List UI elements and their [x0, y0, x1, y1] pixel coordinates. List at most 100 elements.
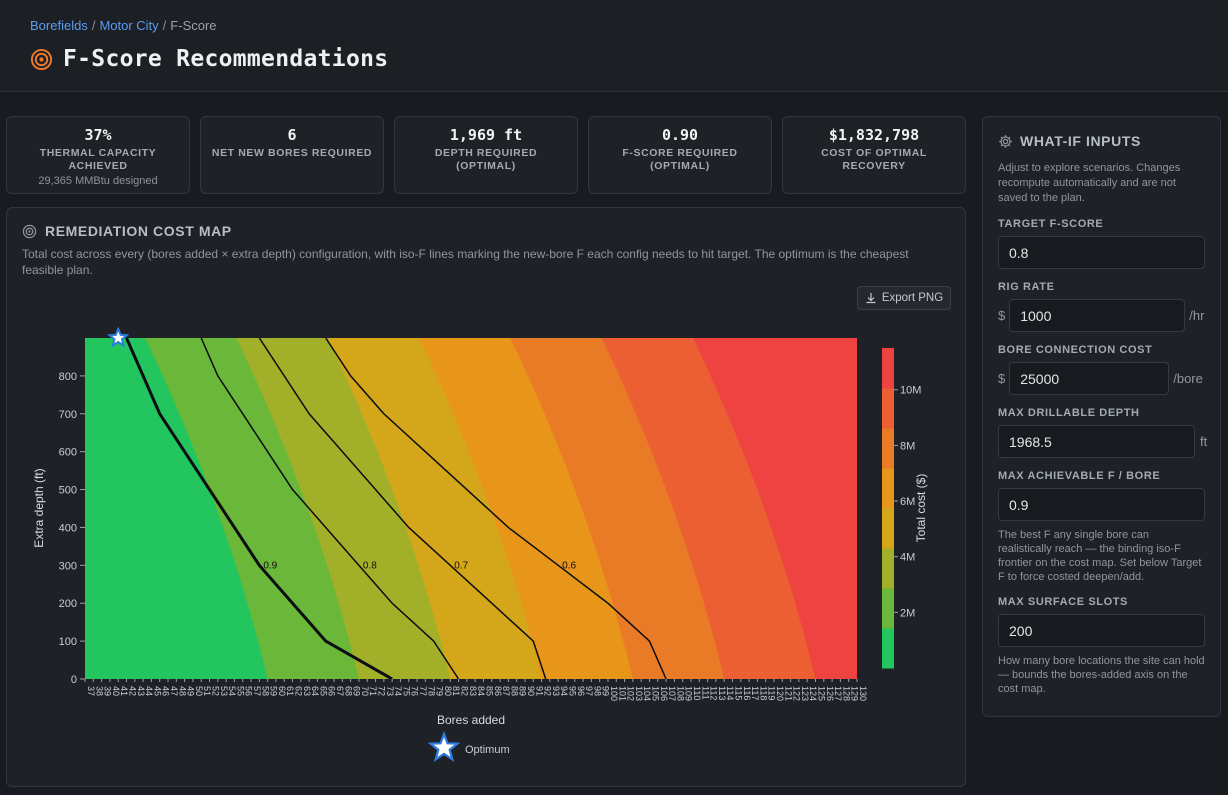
x-tick-label: 76	[410, 686, 420, 696]
colorbar-step	[882, 548, 894, 589]
x-tick-label: 79	[435, 686, 445, 696]
breadcrumb-link-borefields[interactable]: Borefields	[30, 18, 88, 33]
colorbar-step	[882, 348, 894, 389]
colorbar-label: Total cost ($)	[914, 474, 928, 543]
x-tick-label: 130	[858, 686, 868, 701]
x-tick-label: 120	[775, 686, 785, 701]
x-tick-label: 83	[468, 686, 478, 696]
bore-connection-cost-input[interactable]	[1009, 362, 1170, 395]
max-f-per-bore-label: MAX ACHIEVABLE F / BORE	[998, 470, 1161, 482]
x-tick-label: 80	[443, 686, 453, 696]
x-tick-label: 126	[825, 686, 835, 701]
x-tick-label: 102	[626, 686, 636, 701]
y-tick-label: 0	[71, 674, 77, 686]
y-tick-label: 700	[59, 409, 77, 421]
x-tick-label: 43	[136, 686, 146, 696]
cost-map-description: Total cost across every (bores added × e…	[22, 247, 909, 277]
export-png-button[interactable]: Export PNG	[857, 286, 951, 310]
max-drillable-depth-suffix: ft	[1200, 434, 1208, 449]
x-tick-label: 113	[717, 686, 727, 700]
colorbar-tick-label: 6M	[900, 496, 915, 508]
stat-value: 0.90	[661, 126, 699, 144]
stat-thermal-capacity: 37% THERMAL CAPACITY ACHIEVED 29,365 MMB…	[6, 116, 190, 194]
max-surface-slots-label: MAX SURFACE SLOTS	[998, 596, 1128, 608]
iso-f-label: 0.6	[562, 560, 576, 571]
x-tick-label: 106	[659, 686, 669, 701]
y-tick-label: 300	[59, 560, 77, 572]
x-tick-label: 121	[783, 686, 793, 701]
cost-bands	[85, 338, 857, 679]
x-tick-label: 88	[509, 686, 519, 696]
x-tick-label: 74	[393, 686, 403, 696]
y-tick-label: 100	[59, 636, 77, 648]
colorbar-step	[882, 388, 894, 429]
stat-label: COST OF OPTIMAL RECOVERY	[821, 147, 927, 172]
iso-f-label: 0.7	[454, 560, 468, 571]
x-tick-label: 84	[476, 686, 486, 696]
max-drillable-depth-input[interactable]	[998, 425, 1195, 458]
x-tick-label: 73	[385, 686, 395, 696]
x-tick-label: 75	[401, 686, 411, 696]
stat-depth-required: 1,969 ft DEPTH REQUIRED (OPTIMAL)	[394, 116, 578, 194]
x-tick-label: 118	[758, 686, 768, 700]
x-tick-label: 96	[576, 686, 586, 696]
gear-icon	[999, 134, 1012, 148]
x-tick-label: 62	[294, 686, 304, 696]
stat-net-new-bores: 6 NET NEW BORES REQUIRED	[200, 116, 384, 194]
stat-optimal-cost: $1,832,798 COST OF OPTIMAL RECOVERY	[782, 116, 966, 194]
colorbar-step	[882, 508, 894, 549]
x-tick-label: 65	[318, 686, 328, 696]
colorbar-step	[882, 468, 894, 509]
stat-value: 37%	[84, 126, 112, 144]
x-tick-label: 49	[186, 686, 196, 696]
x-tick-label: 116	[742, 686, 752, 700]
x-tick-label: 39	[103, 686, 113, 696]
x-tick-label: 94	[559, 686, 569, 696]
cost-map-title: REMEDIATION COST MAP	[22, 223, 232, 239]
rig-rate-prefix: $	[998, 308, 1006, 323]
x-tick-label: 54	[227, 686, 237, 696]
x-tick-label: 52	[211, 686, 221, 696]
colorbar-tick-label: 2M	[900, 607, 915, 619]
export-png-label: Export PNG	[881, 292, 944, 304]
x-tick-label: 50	[194, 686, 204, 696]
cost-map-title-text: REMEDIATION COST MAP	[45, 223, 232, 239]
cost-band	[85, 338, 268, 679]
x-tick-label: 51	[202, 686, 212, 696]
x-tick-label: 85	[484, 686, 494, 696]
bore-connection-cost-suffix: /bore	[1173, 371, 1203, 386]
y-tick-label: 500	[59, 485, 77, 497]
x-axis-label: Bores added	[437, 713, 505, 727]
iso-f-contours	[125, 338, 667, 679]
x-tick-label: 72	[377, 686, 387, 696]
x-tick-label: 112	[709, 686, 719, 700]
x-tick-label: 95	[567, 686, 577, 696]
rig-rate-input[interactable]	[1009, 299, 1186, 332]
what-if-panel: WHAT-IF INPUTS Adjust to explore scenari…	[982, 116, 1221, 717]
x-tick-label: 117	[750, 686, 760, 700]
x-tick-label: 38	[94, 686, 104, 696]
x-tick-label: 61	[285, 686, 295, 696]
x-tick-label: 99	[601, 686, 611, 696]
x-tick-label: 68	[343, 686, 353, 696]
colorbar-tick-label: 4M	[900, 552, 915, 564]
x-tick-label: 42	[128, 686, 138, 696]
colorbar-step	[882, 428, 894, 469]
x-tick-label: 60	[277, 686, 287, 696]
colorbar-step	[882, 588, 894, 629]
x-tick-label: 123	[800, 686, 810, 701]
colorbar-tick-label: 10M	[900, 385, 921, 397]
max-f-per-bore-input[interactable]	[998, 488, 1205, 521]
x-tick-label: 110	[692, 686, 702, 700]
target-f-score-input[interactable]	[998, 236, 1205, 269]
x-tick-label: 69	[352, 686, 362, 696]
x-tick-label: 37	[86, 686, 96, 696]
x-tick-label: 128	[841, 686, 851, 701]
x-tick-label: 67	[335, 686, 345, 696]
x-tick-label: 91	[534, 686, 544, 696]
max-surface-slots-input[interactable]	[998, 614, 1205, 647]
breadcrumb-link-motor-city[interactable]: Motor City	[99, 18, 159, 33]
rig-rate-label: RIG RATE	[998, 281, 1055, 293]
x-tick-label: 55	[235, 686, 245, 696]
stat-value: $1,832,798	[828, 126, 920, 144]
